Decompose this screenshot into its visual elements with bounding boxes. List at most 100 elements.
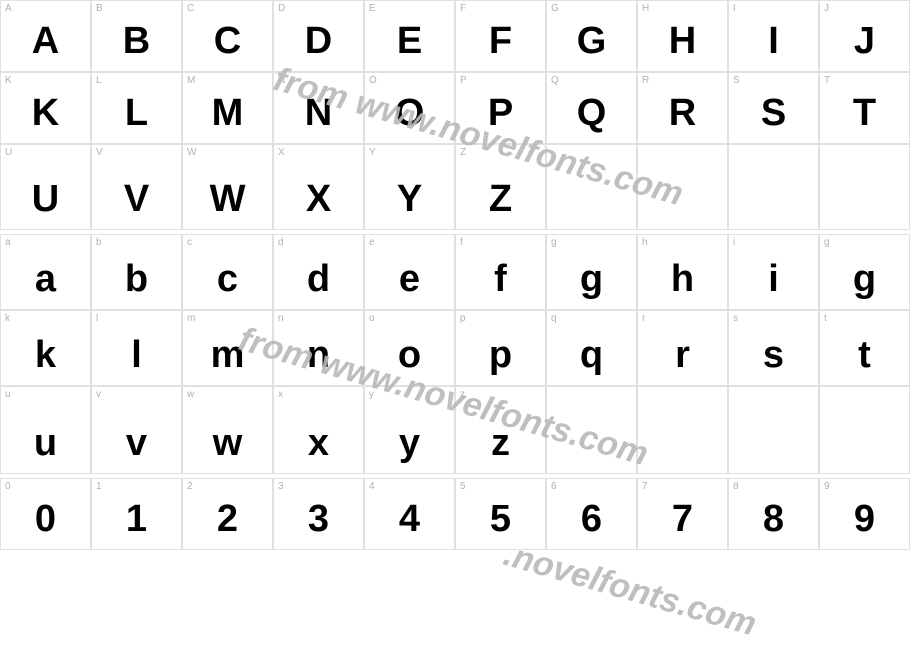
cell-glyph: S (761, 92, 786, 135)
cell-glyph: s (763, 334, 784, 377)
glyph-cell: FF (455, 0, 546, 72)
cell-glyph: d (307, 258, 330, 301)
cell-glyph: C (214, 20, 241, 63)
cell-glyph: H (669, 20, 696, 63)
grid-row: UUVVWWXXYYZZ (0, 144, 910, 230)
cell-glyph: v (126, 422, 147, 465)
cell-label: L (96, 75, 102, 86)
grid-row: uuvvwwxxyyzz (0, 386, 910, 474)
glyph-cell: JJ (819, 0, 910, 72)
glyph-cell: YY (364, 144, 455, 230)
glyph-cell: 55 (455, 478, 546, 550)
glyph-cell: II (728, 0, 819, 72)
cell-glyph: t (858, 334, 871, 377)
cell-glyph: 0 (35, 498, 56, 541)
glyph-cell: rr (637, 310, 728, 386)
glyph-cell: tt (819, 310, 910, 386)
cell-label: T (824, 75, 830, 86)
cell-label: g (824, 237, 830, 248)
glyph-cell: ii (728, 234, 819, 310)
cell-label: k (5, 313, 10, 324)
cell-glyph: h (671, 258, 694, 301)
glyph-cell: MM (182, 72, 273, 144)
glyph-cell (728, 144, 819, 230)
glyph-cell: gg (819, 234, 910, 310)
grid-row: kkllmmnnooppqqrrsstt (0, 310, 910, 386)
cell-glyph: 2 (217, 498, 238, 541)
glyph-cell: XX (273, 144, 364, 230)
cell-glyph: O (395, 92, 425, 135)
glyph-cell: UU (0, 144, 91, 230)
cell-glyph: 7 (672, 498, 693, 541)
grid-row: AABBCCDDEEFFGGHHIIJJ (0, 0, 910, 72)
cell-label: o (369, 313, 375, 324)
cell-label: P (460, 75, 467, 86)
cell-label: H (642, 3, 649, 14)
glyph-cell (637, 386, 728, 474)
cell-glyph: 3 (308, 498, 329, 541)
cell-label: f (460, 237, 463, 248)
cell-glyph: p (489, 334, 512, 377)
glyph-cell: 66 (546, 478, 637, 550)
cell-label: 4 (369, 481, 375, 492)
cell-label: M (187, 75, 195, 86)
glyph-cell: mm (182, 310, 273, 386)
cell-label: 7 (642, 481, 648, 492)
glyph-cell: VV (91, 144, 182, 230)
cell-glyph: F (489, 20, 512, 63)
cell-label: c (187, 237, 192, 248)
glyph-cell (819, 144, 910, 230)
glyph-cell: vv (91, 386, 182, 474)
glyph-cell: 99 (819, 478, 910, 550)
cell-label: y (369, 389, 374, 400)
glyph-cell: gg (546, 234, 637, 310)
cell-glyph: m (211, 334, 245, 377)
glyph-cell: kk (0, 310, 91, 386)
glyph-cell: 11 (91, 478, 182, 550)
glyph-cell: qq (546, 310, 637, 386)
glyph-cell: 33 (273, 478, 364, 550)
glyph-cell: dd (273, 234, 364, 310)
cell-glyph: k (35, 334, 56, 377)
glyph-cell: ff (455, 234, 546, 310)
cell-glyph: R (669, 92, 696, 135)
cell-label: 1 (96, 481, 102, 492)
cell-glyph: y (399, 422, 420, 465)
cell-glyph: u (34, 422, 57, 465)
cell-glyph: N (305, 92, 332, 135)
glyph-cell: WW (182, 144, 273, 230)
cell-glyph: P (488, 92, 513, 135)
cell-label: 2 (187, 481, 193, 492)
cell-label: R (642, 75, 649, 86)
cell-label: F (460, 3, 466, 14)
cell-label: 6 (551, 481, 557, 492)
cell-glyph: T (853, 92, 876, 135)
cell-glyph: 5 (490, 498, 511, 541)
cell-label: J (824, 3, 829, 14)
glyph-cell: xx (273, 386, 364, 474)
cell-label: q (551, 313, 557, 324)
glyph-cell: zz (455, 386, 546, 474)
glyph-cell: BB (91, 0, 182, 72)
cell-glyph: E (397, 20, 422, 63)
glyph-cell: NN (273, 72, 364, 144)
cell-label: 9 (824, 481, 830, 492)
cell-label: x (278, 389, 283, 400)
cell-label: i (733, 237, 735, 248)
cell-label: 5 (460, 481, 466, 492)
cell-label: w (187, 389, 194, 400)
cell-glyph: U (32, 178, 59, 221)
cell-label: A (5, 3, 12, 14)
cell-label: G (551, 3, 559, 14)
glyph-cell: OO (364, 72, 455, 144)
cell-glyph: z (491, 422, 510, 465)
cell-label: 0 (5, 481, 11, 492)
glyph-cell: 22 (182, 478, 273, 550)
grid-row: 00112233445566778899 (0, 478, 910, 550)
cell-label: C (187, 3, 194, 14)
cell-label: r (642, 313, 645, 324)
glyph-cell: yy (364, 386, 455, 474)
cell-label: K (5, 75, 12, 86)
glyph-cell (637, 144, 728, 230)
cell-glyph: 6 (581, 498, 602, 541)
